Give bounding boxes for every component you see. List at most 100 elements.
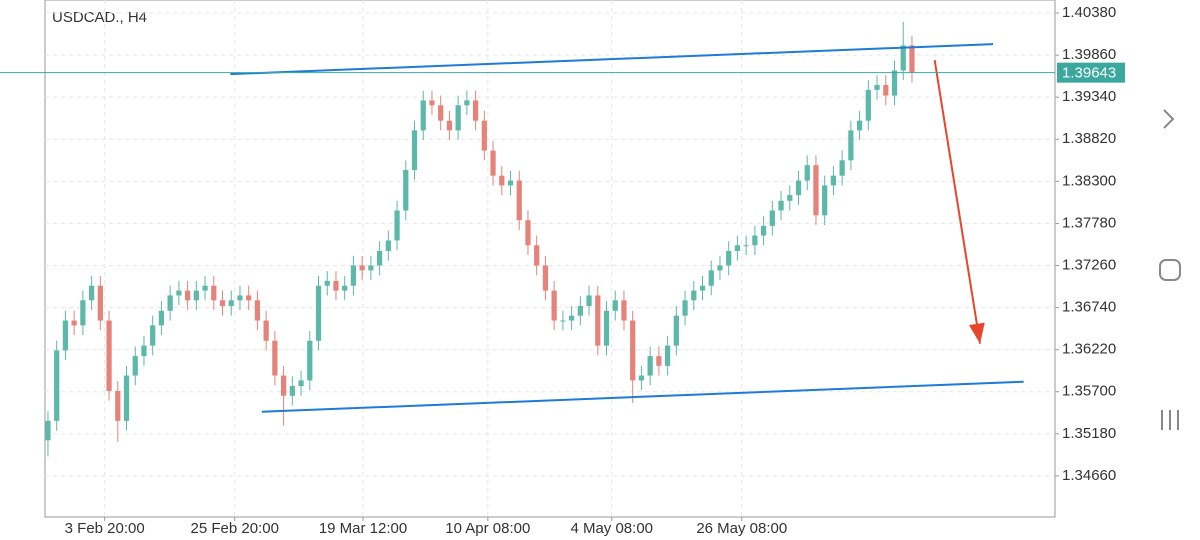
candle-body — [490, 150, 496, 176]
candle-body — [787, 195, 793, 201]
candle-body — [542, 265, 549, 291]
candle-body — [54, 350, 60, 421]
candle-body — [71, 320, 77, 326]
plot-frame — [44, 0, 1056, 518]
candle-body — [778, 200, 784, 211]
candle-body — [874, 85, 880, 90]
candle-body — [167, 295, 173, 311]
x-tick-label: 26 May 08:00 — [696, 520, 787, 537]
candle-body — [150, 325, 156, 346]
candle-body — [324, 280, 330, 286]
candle-body — [551, 290, 557, 321]
candle-body — [621, 300, 627, 321]
candle-body — [202, 285, 208, 291]
candle-body — [804, 165, 810, 181]
candle-body — [595, 295, 601, 346]
y-tick-label: 1.40380 — [1062, 4, 1116, 21]
candle-body — [342, 285, 348, 291]
candle-body — [254, 300, 261, 321]
candle-body — [822, 185, 828, 216]
candle-body — [717, 265, 723, 271]
candle-body — [359, 265, 365, 271]
candle-body — [403, 170, 409, 211]
candle-body — [88, 285, 95, 301]
arrow-head — [968, 322, 985, 344]
candle-body — [534, 245, 540, 266]
candle-body — [455, 105, 461, 131]
candle-body — [289, 386, 295, 396]
candle-body — [856, 120, 863, 131]
nav-icons — [1159, 109, 1181, 430]
candle-body — [429, 100, 435, 106]
candle-body — [193, 290, 199, 301]
candle-body — [507, 180, 514, 186]
candle-body — [813, 165, 819, 216]
candle-body — [795, 180, 802, 196]
candle-body — [315, 285, 322, 341]
y-tick-label: 1.38300 — [1062, 172, 1116, 189]
y-tick-label: 1.39860 — [1062, 46, 1116, 63]
candle-body — [394, 210, 400, 241]
nav-home[interactable] — [1159, 259, 1181, 281]
candle-body — [350, 265, 357, 286]
candle-body — [464, 100, 470, 106]
candle-body — [246, 295, 252, 301]
y-tick-label: 1.39340 — [1062, 88, 1116, 105]
candle-body — [743, 245, 749, 247]
candle-body — [176, 290, 182, 296]
candle-body — [883, 85, 889, 96]
candle-body — [123, 375, 130, 421]
candle-body — [865, 89, 871, 121]
candle-body — [333, 280, 339, 291]
candle-body — [726, 250, 732, 266]
candle-body — [568, 315, 575, 321]
candle-body — [219, 300, 226, 306]
nav-forward[interactable] — [1163, 109, 1175, 129]
candle-body — [481, 120, 487, 151]
candle-body — [586, 295, 592, 306]
candle-body — [132, 356, 138, 376]
y-tick-label: 1.36740 — [1062, 299, 1116, 316]
candle-body — [752, 235, 758, 246]
candle-body — [446, 120, 453, 131]
price-label-box — [1057, 62, 1125, 83]
candle-body — [900, 45, 906, 71]
candle-body — [280, 375, 287, 396]
candle-body — [673, 315, 679, 346]
y-tick-label: 1.34660 — [1062, 467, 1116, 484]
candle-body — [438, 105, 444, 121]
candle-body — [62, 320, 69, 351]
candle-body — [603, 310, 610, 346]
candle-body — [184, 290, 191, 301]
candle-body — [638, 375, 645, 381]
candle-body — [769, 210, 775, 226]
candle-body — [516, 180, 522, 221]
x-tick-label: 10 Apr 08:00 — [445, 520, 530, 537]
candle-body — [499, 175, 505, 186]
candle-body — [630, 320, 636, 381]
candle-body — [368, 265, 374, 271]
candle-body — [106, 320, 112, 391]
candle-body — [830, 175, 837, 186]
candle-body — [80, 300, 86, 326]
y-tick-label: 1.35700 — [1062, 383, 1116, 400]
trendline — [261, 380, 1024, 413]
arrow-shaft — [933, 59, 982, 344]
candle-body — [237, 295, 243, 301]
candle-body — [298, 380, 304, 387]
candle-body — [691, 290, 697, 301]
candle-body — [839, 160, 845, 176]
chart-title: USDCAD., H4 — [52, 9, 147, 26]
price-label: 1.39643 — [1062, 65, 1116, 82]
x-tick-label: 4 May 08:00 — [570, 520, 653, 537]
candle-body — [891, 70, 898, 96]
x-tick-label: 25 Feb 20:00 — [191, 520, 279, 537]
candle-body — [411, 130, 418, 171]
nav-recent[interactable] — [1161, 410, 1179, 430]
y-tick-label: 1.37780 — [1062, 214, 1116, 231]
candle-body — [577, 305, 583, 316]
candle-body — [560, 320, 566, 322]
candle-body — [664, 345, 671, 366]
